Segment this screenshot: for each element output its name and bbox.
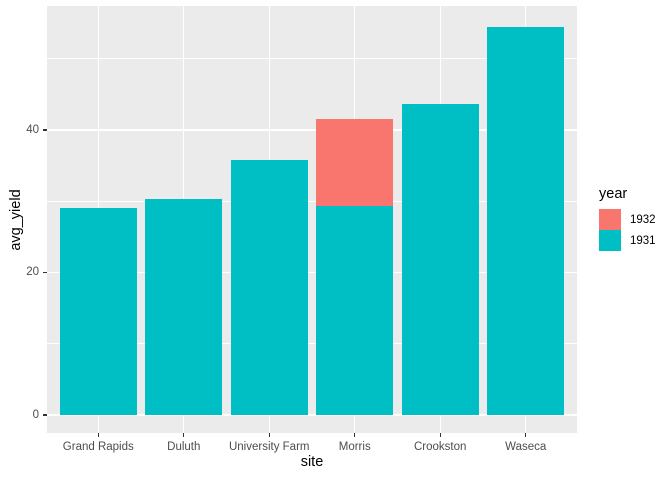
gridline-minor-y50 bbox=[47, 58, 577, 60]
legend-entry-1932: 1932 bbox=[599, 209, 656, 230]
legend-key-1931 bbox=[599, 230, 621, 251]
bar-university-farm-1931 bbox=[230, 159, 308, 415]
plot-panel bbox=[47, 6, 577, 433]
y-tick-label-40: 40 bbox=[26, 123, 39, 136]
x-tick-3 bbox=[354, 433, 356, 437]
legend-label-1931: 1931 bbox=[630, 234, 656, 247]
bar-waseca-1931 bbox=[487, 27, 565, 415]
y-axis-title: avg_yield bbox=[8, 189, 24, 251]
x-tick-label-3: Morris bbox=[338, 441, 371, 453]
y-tick-label-20: 20 bbox=[26, 266, 39, 278]
y-tick-label-0: 0 bbox=[32, 408, 39, 421]
bar-grand-rapids-1931 bbox=[59, 207, 137, 415]
bar-crookston-1931 bbox=[401, 103, 479, 415]
bar-duluth-1931 bbox=[145, 199, 223, 415]
y-tick-0 bbox=[42, 414, 47, 416]
gridline-minor-y30 bbox=[47, 200, 577, 202]
gridline-major-y0 bbox=[47, 414, 577, 416]
x-tick-4 bbox=[439, 433, 441, 437]
legend-label-1932: 1932 bbox=[630, 213, 656, 226]
legend-title: year bbox=[599, 186, 628, 202]
y-tick-20 bbox=[42, 271, 47, 274]
x-tick-5 bbox=[525, 433, 527, 437]
bar-morris-1931 bbox=[316, 206, 394, 415]
legend-entry-1931: 1931 bbox=[599, 230, 656, 251]
x-tick-label-2: University Farm bbox=[228, 441, 310, 453]
x-tick-label-0: Grand Rapids bbox=[62, 441, 134, 453]
x-tick-1 bbox=[183, 433, 185, 437]
gridline-major-y40 bbox=[47, 129, 577, 131]
x-tick-0 bbox=[97, 433, 99, 437]
x-tick-2 bbox=[268, 433, 270, 437]
y-tick-40 bbox=[42, 129, 47, 131]
legend: year 1932 1931 bbox=[599, 186, 656, 251]
x-tick-label-1: Duluth bbox=[167, 441, 201, 453]
x-axis-title: site bbox=[300, 454, 324, 470]
x-tick-label-5: Waseca bbox=[505, 441, 547, 453]
legend-key-1932 bbox=[599, 209, 621, 230]
gridline-major-y20 bbox=[47, 271, 577, 274]
gridline-minor-y10 bbox=[47, 343, 577, 345]
x-tick-label-4: Crookston bbox=[414, 441, 467, 453]
